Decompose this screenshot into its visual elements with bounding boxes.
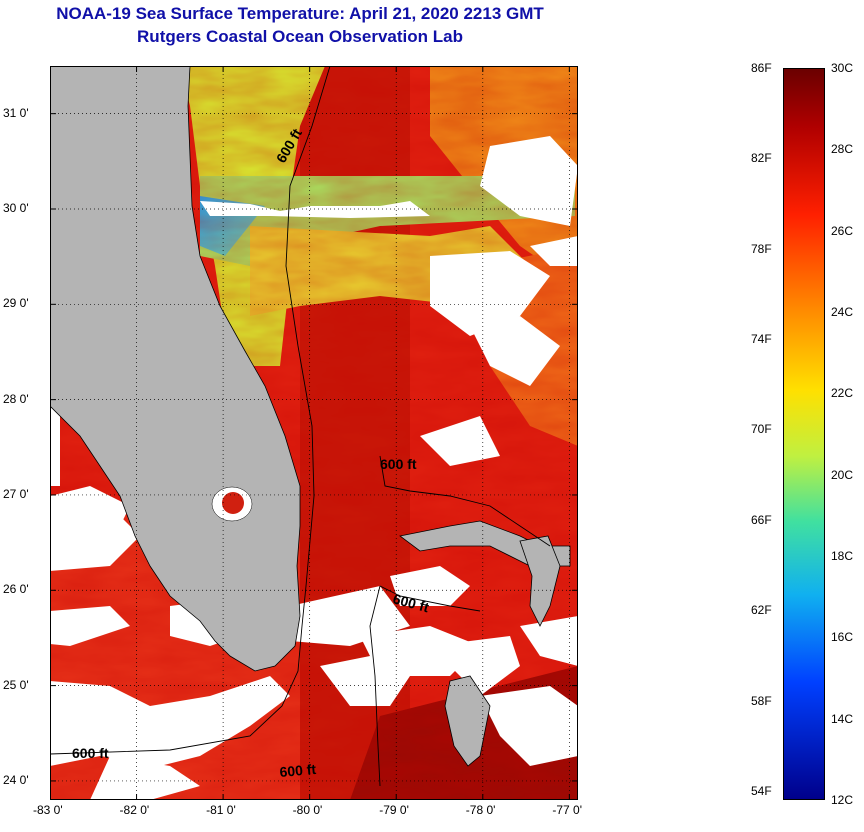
isobath-contours	[50, 66, 551, 787]
latitude-tick-label: 29 0'	[3, 296, 29, 311]
colorbar-celsius-label: 22C	[831, 386, 854, 401]
colorbar-celsius-label: 16C	[831, 630, 854, 645]
colorbar-fahrenheit-label: 54F	[751, 783, 772, 798]
colorbar-celsius-label: 18C	[831, 549, 854, 563]
colorbar-fahrenheit-label: 74F	[751, 332, 772, 347]
colorbar-fahrenheit-label: 82F	[751, 151, 772, 166]
contour-label: 600 ft	[279, 761, 317, 780]
longitude-tick-label: -83 0'	[33, 803, 63, 817]
colorbar-fahrenheit-label: 62F	[751, 603, 772, 618]
colorbar-fahrenheit-label: 58F	[751, 693, 772, 708]
latitude-tick-label: 25 0'	[3, 677, 29, 692]
colorbar-celsius-label: 20C	[831, 467, 854, 482]
latitude-tick-label: 24 0'	[3, 772, 29, 787]
contour-label: 600 ft	[380, 456, 417, 472]
colorbar-fahrenheit-label: 86F	[751, 61, 772, 75]
longitude-tick-label: -82 0'	[119, 803, 150, 817]
map-title: NOAA-19 Sea Surface Temperature: April 2…	[56, 4, 544, 23]
gridlines	[50, 66, 578, 800]
latitude-tick-label: 26 0'	[3, 582, 29, 597]
bahamas-land-andros	[444, 675, 491, 767]
longitude-tick-label: -79 0'	[379, 803, 409, 817]
latitude-tick-label: 28 0'	[3, 391, 29, 406]
colorbar-celsius-label: 28C	[831, 142, 854, 157]
map-frame	[50, 66, 578, 800]
colorbar-celsius-label: 26C	[831, 223, 854, 238]
colorbar-fahrenheit-label: 78F	[751, 241, 772, 256]
colorbar-celsius-label: 14C	[831, 711, 854, 726]
contour-label: 600 ft	[72, 745, 109, 761]
colorbar-celsius-label: 24C	[831, 305, 854, 319]
latitude-tick-label: 30 0'	[3, 200, 29, 215]
longitude-tick-label: -77 0'	[552, 803, 582, 817]
colorbar-fahrenheit-label: 66F	[751, 512, 772, 527]
colorbar-fahrenheit-label: 70F	[751, 422, 772, 437]
longitude-tick-label: -78 0'	[465, 803, 496, 817]
temperature-colorbar	[783, 68, 825, 800]
longitude-tick-label: -80 0'	[292, 803, 323, 817]
bahamas-land-south	[519, 535, 561, 627]
lake-okeechobee	[222, 492, 244, 514]
colorbar-celsius-label: 30C	[831, 61, 854, 75]
longitude-tick-label: -81 0'	[206, 803, 236, 817]
latitude-tick-label: 27 0'	[3, 486, 29, 501]
map-subtitle: Rutgers Coastal Ocean Observation Lab	[137, 27, 463, 46]
colorbar-celsius-label: 12C	[831, 793, 854, 807]
latitude-tick-label: 31 0'	[3, 105, 29, 120]
sst-map: 600 ft 600 ft 600 ft 600 ft 600 ft	[50, 66, 578, 800]
georgia-land	[50, 66, 190, 146]
